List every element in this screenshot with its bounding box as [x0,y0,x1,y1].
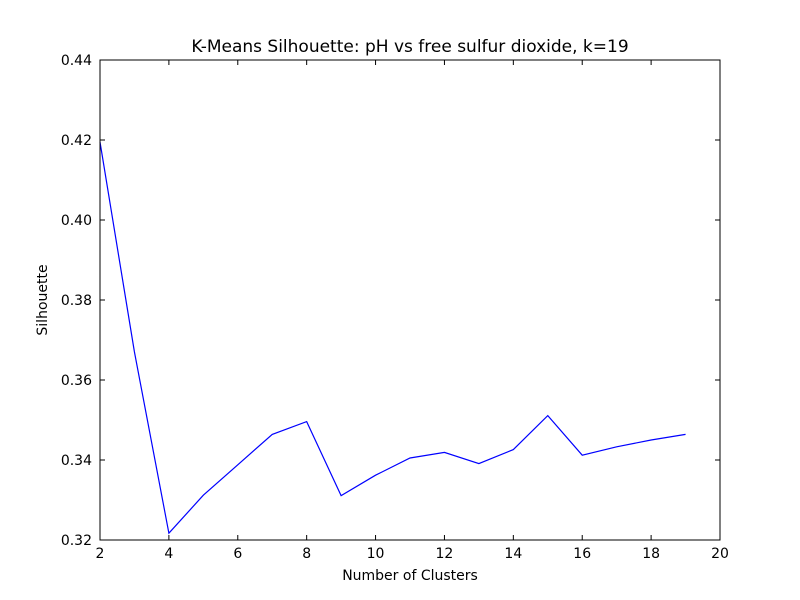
series-line-0 [99,141,686,535]
y-tick-label: 0.42 [61,133,92,149]
x-tick-label: 14 [504,546,522,562]
y-tick-label: 0.40 [61,213,92,229]
x-tick-label: 8 [302,546,311,562]
x-tick-label: 16 [573,546,591,562]
axis-ticks: 2 4 6 8 10 12 14 16 18 20 0.32 0.34 0.36 0.38 0.40 0.42… [61,53,729,562]
y-axis-label: Silhouette [35,264,51,335]
x-tick-label: 10 [367,546,385,562]
y-tick-label: 0.44 [61,53,92,69]
x-tick-label: 2 [96,546,105,562]
x-tick-label: 4 [164,546,173,562]
x-tick-label: 20 [711,546,729,562]
y-tick-label: 0.36 [61,373,92,389]
chart-title: K-Means Silhouette: pH vs free sulfur di… [191,37,628,57]
y-tick-label: 0.38 [61,293,92,309]
x-tick-label: 6 [233,546,242,562]
y-tick-label: 0.34 [61,453,92,469]
y-tick-label: 0.32 [61,533,92,549]
x-tick-label: 12 [436,546,454,562]
x-axis-label: Number of Clusters [342,568,478,584]
x-tick-label: 18 [642,546,660,562]
